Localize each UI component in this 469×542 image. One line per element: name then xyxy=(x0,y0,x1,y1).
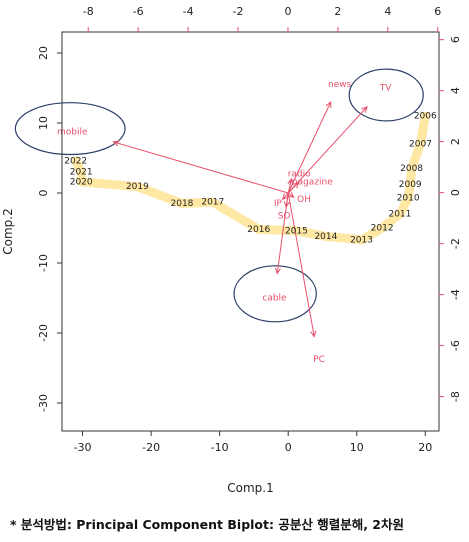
right-tick-label-0: 0 xyxy=(449,189,462,196)
y-tick-label--30: -30 xyxy=(37,394,50,412)
loading-arrow-layer xyxy=(112,100,368,338)
analysis-method-footnote: * 분석방법: Principal Component Biplot: 공분산 … xyxy=(10,517,404,532)
observation-label-2006: 2006 xyxy=(414,112,437,122)
observation-label-2022: 2022 xyxy=(64,156,87,166)
loading-arrow-news xyxy=(287,101,332,194)
y-axis-label: Comp.2 xyxy=(1,208,15,254)
observation-label-2019: 2019 xyxy=(126,182,149,192)
y-tick-label-10: 10 xyxy=(37,116,50,130)
observation-label-2017: 2017 xyxy=(201,198,224,208)
y-tick-label--10: -10 xyxy=(37,254,50,272)
loading-arrowhead-ip xyxy=(281,193,289,201)
observation-label-2012: 2012 xyxy=(371,224,394,234)
loading-label-magazine: magazine xyxy=(289,177,333,187)
x-tick-label-10: 10 xyxy=(350,441,364,454)
right-tick-label-6: 6 xyxy=(449,36,462,43)
right-tick-label--6: -6 xyxy=(449,340,462,351)
plot-frame xyxy=(61,31,440,432)
y-tick-label--20: -20 xyxy=(37,324,50,342)
loading-arrow-tv xyxy=(287,106,368,194)
loading-arrow-oh xyxy=(287,192,294,198)
loading-label-news: news xyxy=(328,80,352,90)
right-tick-label--2: -2 xyxy=(449,238,462,249)
observation-label-2014: 2014 xyxy=(314,232,337,242)
top-tick-label-2: 2 xyxy=(334,5,341,18)
top-tick-label-0: 0 xyxy=(284,5,291,18)
loading-label-so: SO xyxy=(278,212,291,222)
top-tick-label--8: -8 xyxy=(83,5,94,18)
observation-label-2007: 2007 xyxy=(409,140,432,150)
highlight-ellipse-1 xyxy=(14,102,126,156)
trajectory-layer xyxy=(71,111,430,245)
right-tick-label-4: 4 xyxy=(449,87,462,94)
observation-label-2011: 2011 xyxy=(388,210,411,220)
observation-label-2021: 2021 xyxy=(70,168,93,178)
top-tick-label--6: -6 xyxy=(133,5,144,18)
loading-arrow-cable xyxy=(276,192,289,274)
observation-label-2020: 2020 xyxy=(70,177,93,187)
loading-label-cable: cable xyxy=(262,294,287,304)
observation-label-2009: 2009 xyxy=(399,180,422,190)
loading-arrowhead-tv xyxy=(361,106,368,113)
loading-arrowhead-radio xyxy=(287,177,294,186)
observation-label-2013: 2013 xyxy=(350,235,373,245)
x-tick-label--20: -20 xyxy=(142,441,160,454)
top-tick-label--2: -2 xyxy=(233,5,244,18)
loading-arrowhead-magazine xyxy=(292,181,300,189)
x-tick-label-20: 20 xyxy=(418,441,432,454)
x-tick-label-0: 0 xyxy=(285,441,292,454)
top-tick-label-6: 6 xyxy=(434,5,441,18)
highlight-ellipse-2 xyxy=(348,68,424,122)
loading-arrow-ip xyxy=(282,192,289,200)
x-axis-label: Comp.1 xyxy=(227,481,273,495)
x-tick-label--10: -10 xyxy=(211,441,229,454)
loading-arrowhead-pc xyxy=(310,330,317,338)
observation-label-2008: 2008 xyxy=(400,164,423,174)
ellipse-layer xyxy=(14,68,424,323)
top-tick-label-4: 4 xyxy=(384,5,391,18)
loading-label-radio: radio xyxy=(288,170,311,180)
highlight-ellipse-3 xyxy=(233,265,317,323)
loading-arrow-pc xyxy=(287,192,315,337)
loading-label-mobile: mobile xyxy=(57,128,88,138)
loading-label-tv: TV xyxy=(379,84,392,94)
observation-label-2016: 2016 xyxy=(247,225,270,235)
biplot-chart: news TVmobileradiomagazineOHIPSOcablePC20… xyxy=(1,5,462,495)
loading-label-pc: PC xyxy=(313,355,325,365)
loading-arrow-magazine xyxy=(287,182,299,194)
observation-label-2010: 2010 xyxy=(397,193,420,203)
loading-arrowhead-mobile xyxy=(112,140,120,147)
right-tick-label--8: -8 xyxy=(449,391,462,402)
year-trajectory-highlight xyxy=(71,111,430,245)
right-tick-label-2: 2 xyxy=(449,138,462,145)
loading-label-oh: OH xyxy=(297,195,311,205)
x-tick-label--30: -30 xyxy=(74,441,92,454)
observation-label-2015: 2015 xyxy=(285,226,308,236)
top-tick-label--4: -4 xyxy=(183,5,194,18)
right-tick-label--4: -4 xyxy=(449,289,462,300)
y-tick-label-0: 0 xyxy=(37,190,50,197)
loading-arrow-mobile xyxy=(113,141,289,194)
loading-arrowhead-cable xyxy=(274,267,281,275)
loading-label-ip: IP xyxy=(274,199,283,209)
observation-label-2018: 2018 xyxy=(171,199,194,209)
loading-arrow-radio xyxy=(287,178,293,194)
y-tick-label-20: 20 xyxy=(37,46,50,60)
loading-arrowhead-news xyxy=(325,100,332,109)
loading-arrowhead-oh xyxy=(287,191,295,198)
